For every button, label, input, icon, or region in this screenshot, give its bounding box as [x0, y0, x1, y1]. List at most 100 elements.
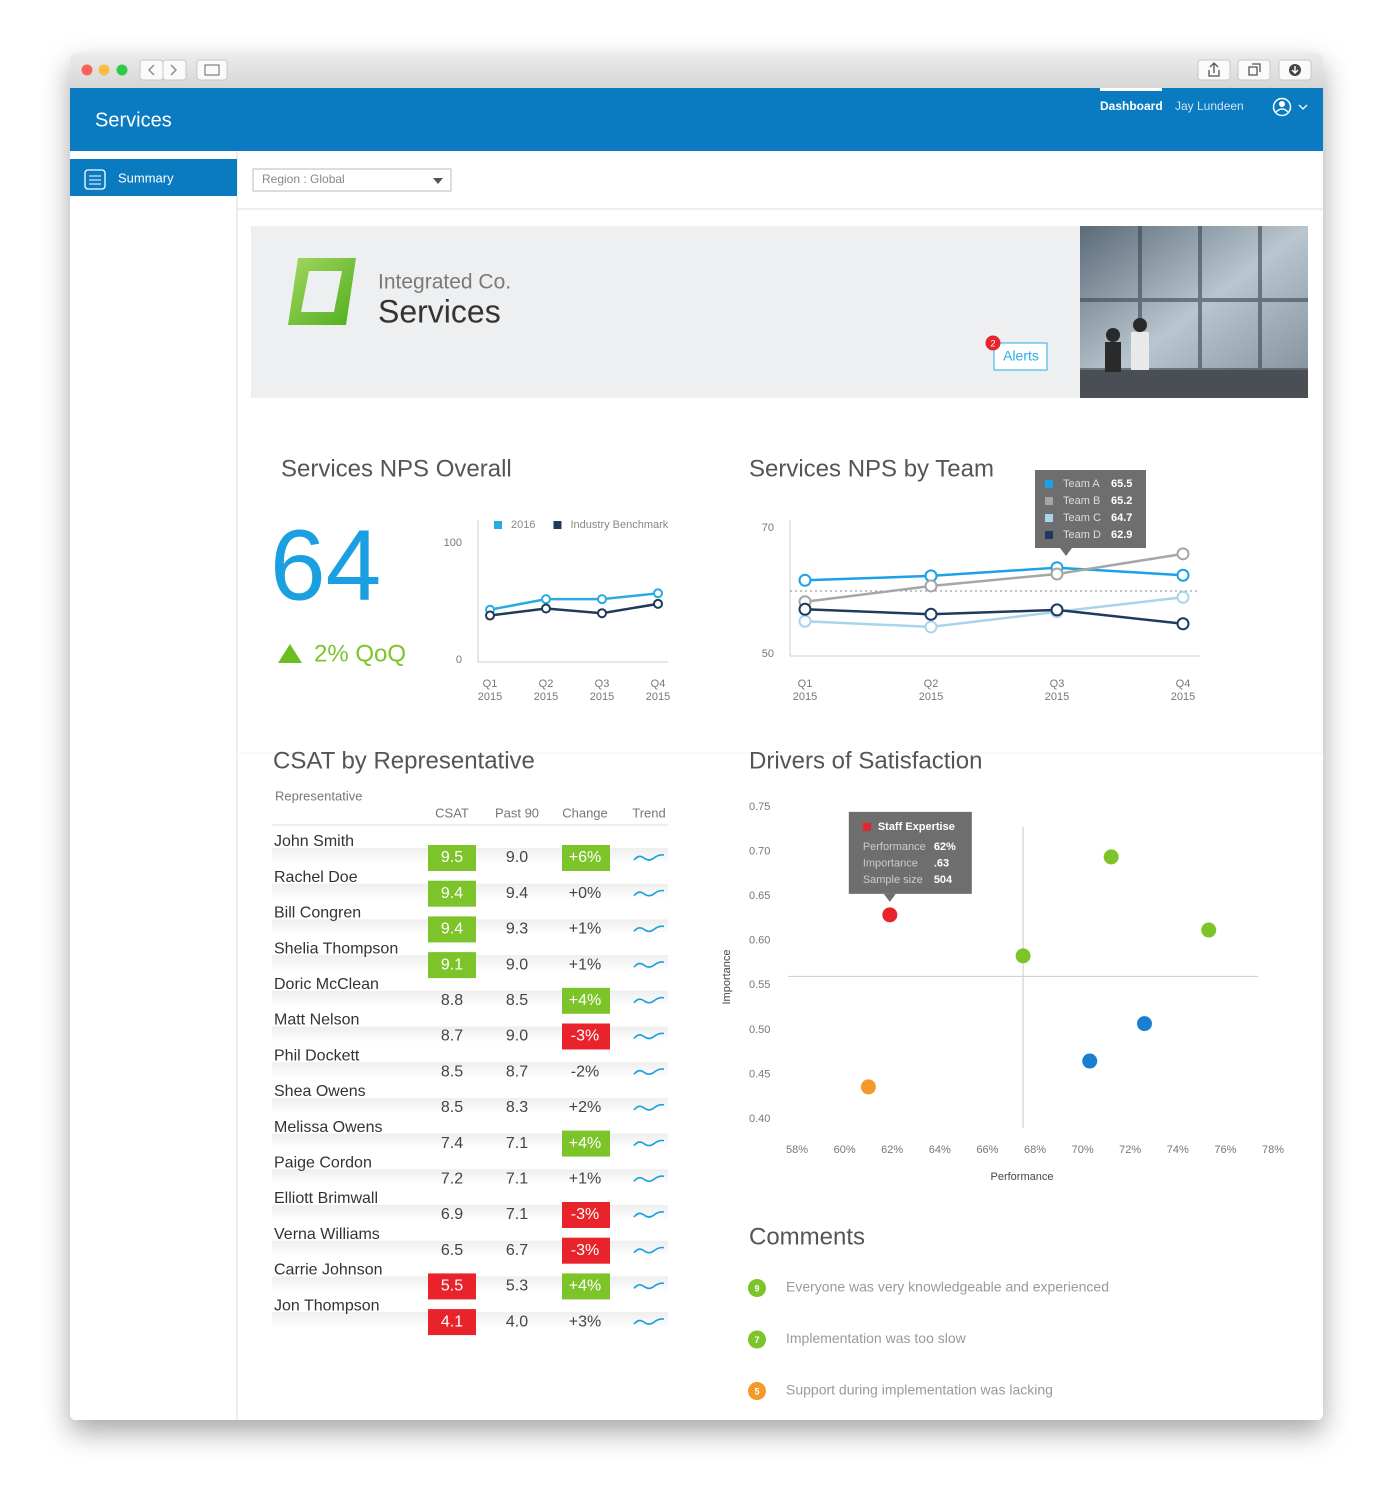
legend-swatch: [1045, 497, 1053, 505]
tabs-button[interactable]: [1237, 59, 1271, 81]
x-tick-label-line: Q1: [483, 678, 498, 690]
scatter-point[interactable]: [860, 1079, 876, 1095]
x-tick-label-line: Q2: [924, 678, 939, 690]
change-value: +4%: [569, 1278, 601, 1295]
tooltip-value: 65.5: [1111, 478, 1132, 490]
sidebar-item-selected[interactable]: [70, 159, 237, 196]
legend-swatch: [1045, 480, 1053, 488]
summary-icon-lines: [89, 175, 101, 185]
close-button[interactable]: [81, 64, 93, 76]
legend-label: Industry Benchmark: [570, 519, 668, 531]
kpi-value: 64: [270, 509, 381, 621]
comments-title: Comments: [749, 1223, 865, 1250]
data-point: [1176, 568, 1190, 582]
data-point: [1176, 590, 1190, 604]
csat-value: 4.1: [441, 1313, 463, 1330]
x-tick-label: Q3 2015: [590, 678, 614, 703]
kpi-change: 2% QoQ: [314, 640, 406, 667]
active-tab-indicator: [1100, 88, 1162, 91]
x-tick-label: 68%: [1024, 1144, 1046, 1156]
trend-sparkline: [633, 1246, 665, 1254]
rep-name: Paige Cordon: [274, 1155, 372, 1172]
user-avatar[interactable]: [1272, 97, 1292, 117]
user-menu-chevron[interactable]: [1298, 104, 1308, 110]
forward-button[interactable]: [162, 59, 187, 81]
banner-title: Services: [378, 293, 501, 329]
change-highlight: [562, 1237, 610, 1264]
legend-label: Team A: [1063, 478, 1100, 490]
trend-sparkline: [633, 1032, 665, 1040]
comment-score-badge: [748, 1279, 766, 1297]
nav-dashboard[interactable]: Dashboard: [1100, 99, 1163, 113]
company-name: Integrated Co.: [378, 271, 511, 294]
region-dropdown[interactable]: [252, 168, 452, 192]
rep-name: Rachel Doe: [274, 869, 358, 886]
csat-value: 9.5: [441, 849, 463, 866]
change-value: -3%: [571, 1242, 599, 1259]
data-point: [541, 603, 551, 614]
scatter-point[interactable]: [1201, 922, 1217, 938]
csat-value: 8.5: [441, 1099, 463, 1116]
scatter-point[interactable]: [1136, 1016, 1152, 1032]
trend-sparkline: [633, 889, 665, 897]
y-tick-label: 0.70: [749, 845, 770, 857]
trend-sparkline: [633, 1103, 665, 1111]
nav-user-name[interactable]: Jay Lundeen: [1175, 99, 1244, 113]
scatter-point[interactable]: [882, 907, 898, 923]
scatter-point[interactable]: [1082, 1053, 1098, 1069]
nav-arrows: [148, 64, 177, 76]
user-avatar-body: [1275, 108, 1289, 113]
data-point: [1176, 617, 1190, 631]
legend-label: Team D: [1063, 529, 1101, 541]
change-value: +0%: [569, 885, 601, 902]
minimize-button[interactable]: [98, 64, 110, 76]
tooltip-arrow: [1060, 548, 1072, 556]
rep-name: John Smith: [274, 833, 354, 850]
sidebar-icon: [204, 64, 220, 76]
share-icon: [1208, 62, 1220, 77]
sidebar-item-label: Summary: [118, 170, 174, 185]
x-tick-label: 70%: [1072, 1144, 1094, 1156]
past90-value: 6.7: [506, 1242, 528, 1259]
past90-value: 9.0: [506, 849, 528, 866]
data-point: [798, 602, 812, 616]
past90-value: 7.1: [506, 1171, 528, 1188]
past90-value: 5.3: [506, 1278, 528, 1295]
data-point: [1050, 603, 1064, 617]
dropdown-caret: [433, 178, 443, 184]
company-logo: [288, 258, 356, 325]
scatter-point[interactable]: [1103, 849, 1119, 865]
x-tick-label-line: Q3: [595, 678, 610, 690]
back-button[interactable]: [139, 59, 164, 81]
change-highlight: [562, 1202, 610, 1228]
x-tick-label: 72%: [1119, 1144, 1141, 1156]
y-tick-label: 0.75: [749, 801, 770, 813]
scatter-point[interactable]: [1015, 948, 1031, 964]
tooltip-value: 62%: [934, 841, 956, 853]
series-line: [489, 592, 659, 611]
tooltip-label: Performance: [863, 841, 926, 853]
row-stripe: [272, 1169, 668, 1186]
change-value: +4%: [569, 992, 601, 1009]
data-point: [597, 608, 607, 619]
y-tick-label: 0.45: [749, 1068, 770, 1080]
tooltip-value: 65.2: [1111, 495, 1132, 507]
x-tick-label-line: 2015: [919, 691, 943, 703]
tooltip-label: Sample size: [863, 874, 923, 886]
change-value: +3%: [569, 1313, 601, 1330]
comment-score: 5: [754, 1386, 759, 1396]
photo-floor: [1080, 370, 1308, 398]
download-arrow: [1291, 66, 1299, 74]
x-tick-label: 58%: [786, 1144, 808, 1156]
rep-name: Elliott Brimwall: [274, 1190, 378, 1207]
sidebar-toggle[interactable]: [196, 59, 228, 81]
csat-value: 7.4: [441, 1135, 463, 1152]
csat-value: 8.7: [441, 1028, 463, 1045]
alerts-button[interactable]: [993, 342, 1048, 371]
rep-name: Verna Williams: [274, 1226, 380, 1243]
app-header: [70, 88, 1323, 151]
trend-sparkline: [633, 961, 665, 968]
zoom-button[interactable]: [116, 64, 128, 76]
x-tick-label-line: 2015: [534, 691, 558, 703]
data-point: [653, 598, 663, 609]
